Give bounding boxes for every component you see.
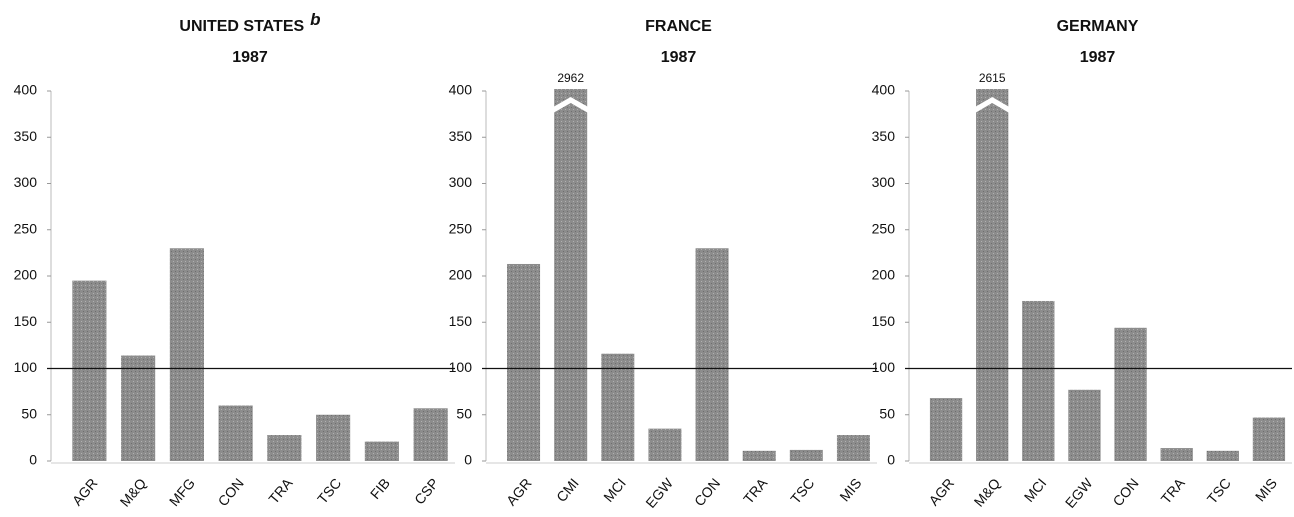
bar [267,435,302,461]
bar [169,248,204,461]
value-label: 2615 [979,71,1006,85]
y-tick-label: 150 [449,313,473,329]
x-tick-label: CMI [553,475,582,505]
title-text: GERMANY [1057,18,1139,35]
x-tick-label: MFG [166,475,198,509]
bar [364,441,399,461]
x-tick-label: TSC [1204,475,1234,507]
y-tick-label: 400 [14,82,38,98]
y-tick-label: 200 [872,267,896,283]
bar [1206,450,1239,461]
y-tick-label: 250 [872,220,896,236]
bar [554,89,588,461]
bar [316,414,351,461]
x-tick-label: MCI [1021,475,1050,505]
bar [413,408,448,461]
title-text: FRANCE [645,18,712,35]
y-tick-label: 100 [449,359,473,375]
y-tick-label: 300 [14,174,38,190]
y-tick-label: 50 [21,405,37,421]
y-tick-label: 350 [449,128,473,144]
y-tick-label: 250 [14,220,38,236]
y-tick-label: 0 [464,452,472,468]
bar [1252,417,1286,461]
y-tick-label: 100 [872,359,896,375]
bar [72,280,107,461]
y-tick-label: 400 [872,82,896,98]
bar [601,353,635,461]
bar [121,355,156,461]
x-tick-label: M&Q [117,475,150,510]
chart-title: GERMANY [1057,18,1139,35]
chart-subtitle: 1987 [661,49,697,66]
bar [929,398,963,461]
y-tick-label: 300 [449,174,473,190]
bar [1022,300,1055,461]
bar [789,449,823,461]
x-tick-label: EGW [1062,474,1096,511]
bar [1160,448,1193,461]
y-tick-label: 150 [14,313,38,329]
x-tick-label: TRA [1158,475,1189,507]
x-tick-label: CON [1109,475,1141,509]
title-text: UNITED STATES [179,18,304,35]
bar [648,428,682,461]
y-tick-label: 300 [872,174,896,190]
y-tick-label: 50 [879,405,895,421]
x-tick-label: AGR [69,475,101,509]
x-tick-label: TSC [787,475,817,507]
x-tick-label: CON [214,475,246,509]
bar [836,435,870,461]
x-tick-label: TRA [265,475,296,507]
y-tick-label: 100 [14,359,38,375]
bar [1068,389,1101,461]
y-tick-label: 350 [872,128,896,144]
chart-subtitle: 1987 [232,49,268,66]
y-tick-label: 350 [14,128,38,144]
y-tick-label: 250 [449,220,473,236]
chart-title: FRANCE [645,18,712,35]
bar-break [975,97,1010,113]
x-tick-label: AGR [503,475,535,509]
chart-subtitle: 1987 [1080,49,1116,66]
y-tick-label: 400 [449,82,473,98]
value-label: 2962 [557,71,584,85]
x-tick-label: FIB [367,475,393,502]
x-tick-label: AGR [925,475,957,509]
bar [695,248,729,461]
y-tick-label: 200 [449,267,473,283]
title-note: b [310,10,320,29]
x-tick-label: CON [691,475,723,509]
x-tick-label: MCI [600,475,629,505]
y-tick-label: 150 [872,313,896,329]
x-tick-label: TRA [740,475,771,507]
y-tick-label: 200 [14,267,38,283]
chart-title: UNITED STATES b [179,10,320,35]
x-tick-label: MIS [1252,475,1280,504]
x-tick-label: M&Q [971,475,1004,510]
bar-break [553,97,589,113]
y-tick-label: 0 [887,452,895,468]
bar [742,450,776,461]
bar [1114,327,1147,461]
x-tick-label: EGW [642,474,676,511]
x-tick-label: MIS [836,475,864,504]
y-tick-label: 50 [456,405,472,421]
x-tick-label: CSP [411,475,442,507]
bar [976,89,1009,461]
bar [507,263,541,461]
x-tick-label: TSC [314,475,344,507]
bar [218,405,253,461]
y-tick-label: 0 [29,452,37,468]
